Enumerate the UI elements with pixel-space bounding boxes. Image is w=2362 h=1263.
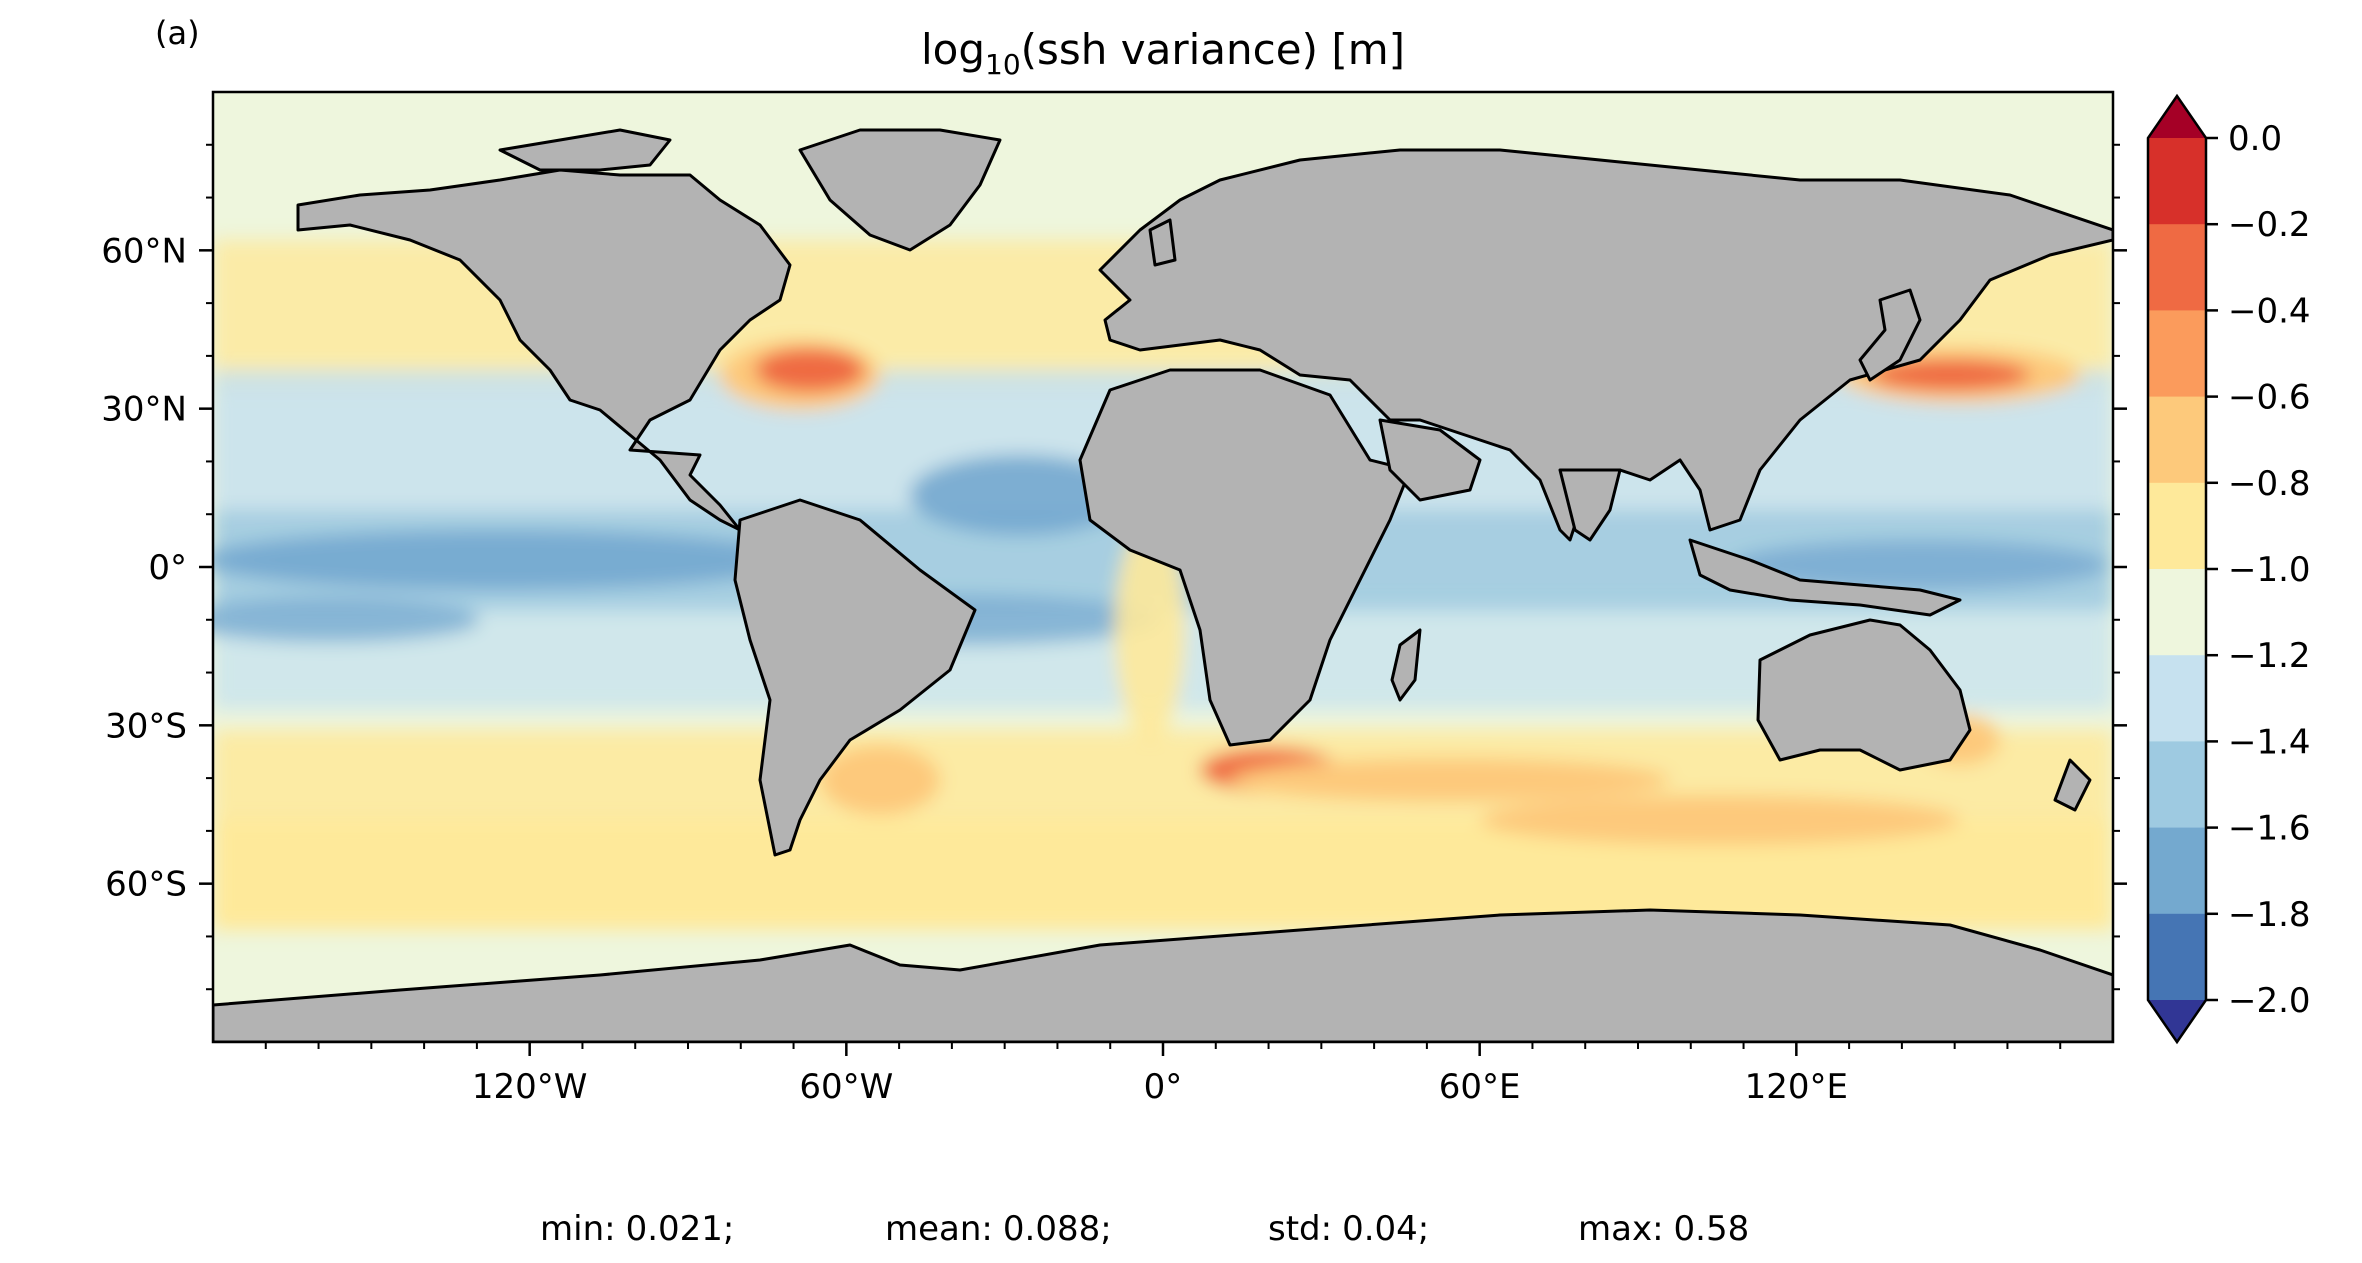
stat-value: 0.04; [1342, 1209, 1429, 1249]
colorbar-segment [2148, 138, 2206, 225]
eurasia [1098, 148, 2113, 542]
y-tick-label: 30°N [101, 390, 187, 430]
colorbar-segment [2148, 741, 2206, 829]
british-isles [1148, 218, 1177, 267]
stats-line: min: 0.021; mean: 0.088; std: 0.04; max: 0.58 [540, 1209, 1749, 1249]
stat-value: 0.021; [626, 1209, 735, 1249]
colorbar-segment [2148, 396, 2206, 484]
colorbar-tick-label: −2.0 [2228, 981, 2311, 1021]
colorbar: 0.0 −0.2 −0.4 −0.6 −0.8 −1.0 −1.2 −1.4 −1.6 −1.8 −… [2146, 93, 2311, 1045]
stat-value: 0.58 [1674, 1209, 1750, 1249]
stat-item: mean: 0.088; [885, 1209, 1112, 1249]
australia [1756, 618, 1972, 772]
colorbar-extend-bottom [2148, 1000, 2206, 1042]
x-tick-label: 120°E [1745, 1067, 1848, 1107]
india [1558, 468, 1622, 542]
colorbar-tick-label: −0.8 [2228, 464, 2311, 504]
title-subscript: 10 [985, 48, 1021, 81]
stat-label: min: [540, 1209, 616, 1249]
colorbar-tick-label: −1.8 [2228, 895, 2311, 935]
y-tick-label: 60°S [105, 865, 187, 905]
africa [1078, 368, 1412, 747]
colorbar-segment [2148, 655, 2206, 742]
stat-label: mean: [885, 1209, 993, 1249]
new-zealand [2053, 758, 2092, 812]
south-america [733, 498, 977, 857]
x-tick-label: 0° [1144, 1067, 1183, 1107]
madagascar [1390, 628, 1422, 702]
x-tick-label: 120°W [472, 1067, 588, 1107]
colorbar-segment [2148, 310, 2206, 398]
canadian-archipelago [498, 128, 672, 172]
colorbar-extend-top [2148, 96, 2206, 138]
title-prefix: log [921, 25, 985, 74]
stat-item: max: 0.58 [1578, 1209, 1749, 1249]
arabia [1378, 418, 1482, 502]
stat-label: max: [1578, 1209, 1664, 1249]
chart-title: log10(ssh variance) [m] [921, 25, 1405, 81]
colorbar-tick-label: −1.4 [2228, 722, 2311, 762]
colorbar-tick-label: −0.6 [2228, 378, 2311, 418]
colorbar-segment [2148, 827, 2206, 915]
y-tick-label: 30°S [105, 706, 187, 746]
title-suffix: (ssh variance) [m] [1021, 25, 1405, 74]
colorbar-tick-label: −1.6 [2228, 809, 2311, 849]
japan [1858, 288, 1922, 382]
colorbar-tick-label: −1.0 [2228, 550, 2311, 590]
stat-item: min: 0.021; [540, 1209, 734, 1249]
stat-item: std: 0.04; [1268, 1209, 1429, 1249]
colorbar-segment [2148, 569, 2206, 656]
land-masses [213, 128, 2113, 1042]
x-tick-label: 60°W [799, 1067, 893, 1107]
stat-label: std: [1268, 1209, 1332, 1249]
colorbar-segment [2148, 224, 2206, 311]
colorbar-segment [2148, 913, 2206, 1001]
greenland [798, 128, 1002, 252]
colorbar-tick-label: −0.2 [2228, 205, 2311, 245]
y-tick-label: 0° [148, 548, 187, 588]
panel-label: (a) [155, 14, 200, 52]
colorbar-tick-label: −1.2 [2228, 636, 2311, 676]
stat-value: 0.088; [1003, 1209, 1112, 1249]
map-area [213, 92, 2113, 1042]
y-axis-ticks: 60°N 30°N 0° 30°S 60°S [101, 143, 2127, 991]
y-tick-label: 60°N [101, 231, 187, 271]
x-tick-label: 60°E [1439, 1067, 1521, 1107]
antarctica [213, 908, 2113, 1042]
x-axis-ticks: 120°W 60°W 0° 60°E 120°E [264, 1042, 2062, 1107]
colorbar-tick-label: −0.4 [2228, 291, 2311, 331]
north-america [296, 168, 792, 532]
colorbar-tick-label: 0.0 [2228, 119, 2282, 159]
indonesia [1688, 538, 1962, 617]
colorbar-segment [2148, 482, 2206, 570]
